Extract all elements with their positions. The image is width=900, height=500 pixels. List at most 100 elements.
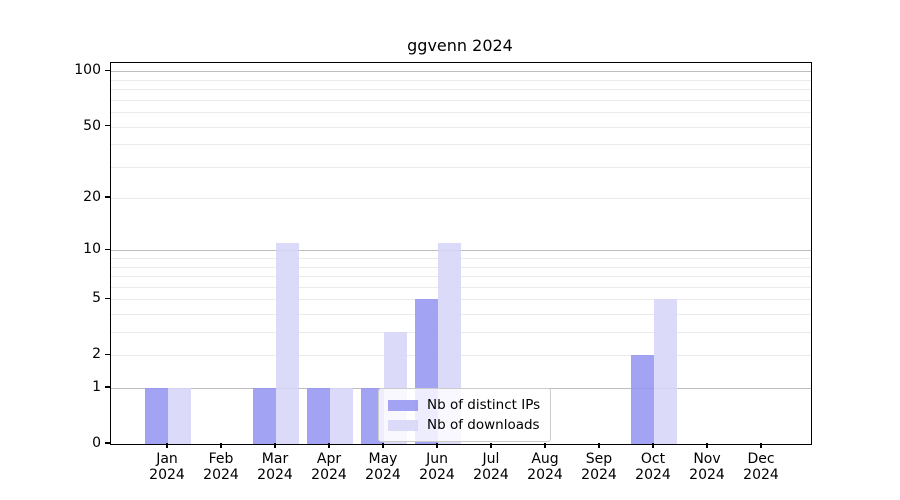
legend-swatch-distinct-ips-icon [388, 399, 418, 411]
x-axis-label-year: 2024 [581, 467, 617, 483]
gridline-minor-3 [111, 332, 811, 334]
x-axis-label-year: 2024 [473, 467, 509, 483]
legend-item-downloads: Nb of downloads [388, 415, 540, 435]
legend: Nb of distinct IPs Nb of downloads [378, 388, 552, 442]
legend-label-distinct-ips: Nb of distinct IPs [427, 397, 541, 413]
gridline-minor-5 [111, 299, 811, 301]
x-axis-label-year: 2024 [743, 467, 779, 483]
gridline-minor-4 [111, 314, 811, 316]
y-axis-tick-label-1: 1 [92, 379, 101, 396]
x-tick-mark-mar [274, 443, 276, 448]
gridline-minor-90 [111, 79, 811, 81]
x-axis-label-year: 2024 [149, 467, 185, 483]
gridline-minor-30 [111, 166, 811, 168]
x-axis-label-jul: Jul 2024 [459, 451, 523, 483]
x-tick-mark-sep [598, 443, 600, 448]
x-axis-label-month: Oct [640, 451, 666, 467]
y-tick-mark-1 [105, 386, 110, 388]
bar-downloads-mar [276, 243, 299, 444]
bar-ips-oct [631, 355, 654, 444]
gridline-major-10 [111, 250, 811, 252]
gridline-minor-40 [111, 144, 811, 146]
y-axis-tick-label-20: 20 [83, 189, 101, 206]
x-axis-label-year: 2024 [311, 467, 347, 483]
x-axis-label-aug: Aug 2024 [513, 451, 577, 483]
x-axis-label-month: Sep [585, 451, 613, 467]
gridline-minor-6 [111, 286, 811, 288]
bar-ips-apr [307, 388, 330, 444]
x-tick-mark-jul [490, 443, 492, 448]
x-axis-label-sep: Sep 2024 [567, 451, 631, 483]
legend-label-downloads: Nb of downloads [427, 417, 540, 433]
bar-downloads-apr [330, 388, 353, 444]
x-tick-mark-jun [436, 443, 438, 448]
y-axis-tick-label-5: 5 [92, 290, 101, 307]
y-tick-mark-10 [105, 248, 110, 251]
plot-area [110, 62, 812, 445]
bar-downloads-oct [654, 299, 677, 444]
x-axis-label-jun: Jun 2024 [405, 451, 469, 483]
x-axis-label-year: 2024 [203, 467, 239, 483]
x-tick-mark-feb [220, 443, 222, 448]
x-axis-label-year: 2024 [689, 467, 725, 483]
gridline-minor-60 [111, 112, 811, 114]
bar-downloads-jan [168, 388, 191, 444]
x-axis-label-dec: Dec 2024 [729, 451, 793, 483]
y-tick-mark-50 [105, 124, 110, 127]
x-axis-label-month: Jun [426, 451, 448, 467]
gridline-major-100 [111, 71, 811, 73]
y-axis-tick-label-10: 10 [83, 241, 101, 258]
x-tick-mark-nov [706, 443, 708, 448]
x-tick-mark-apr [328, 443, 330, 448]
gridline-minor-20 [111, 198, 811, 200]
gridline-minor-50 [111, 126, 811, 128]
gridline-minor-9 [111, 258, 811, 260]
x-axis-label-feb: Feb 2024 [189, 451, 253, 483]
chart-title: ggvenn 2024 [407, 36, 513, 55]
x-tick-mark-dec [760, 443, 762, 448]
bar-ips-jan [145, 388, 168, 444]
bar-ips-mar [253, 388, 276, 444]
y-axis-tick-label-0: 0 [92, 435, 101, 451]
y-axis-tick-label-2: 2 [92, 346, 101, 363]
y-tick-mark-100 [105, 69, 110, 72]
x-axis-label-month: Dec [747, 451, 775, 467]
y-axis-tick-label-50: 50 [83, 117, 101, 134]
x-axis-label-jan: Jan 2024 [135, 451, 199, 483]
x-axis-label-year: 2024 [527, 467, 563, 483]
x-tick-mark-jan [166, 443, 168, 448]
x-axis-label-year: 2024 [419, 467, 455, 483]
x-tick-mark-may [382, 443, 384, 448]
x-axis-label-month: Jan [156, 451, 178, 467]
x-axis-label-year: 2024 [635, 467, 671, 483]
gridline-minor-80 [111, 89, 811, 91]
x-axis-label-month: May [368, 451, 398, 467]
y-tick-mark-0 [105, 442, 110, 444]
x-axis-label-month: Apr [316, 451, 342, 467]
legend-item-distinct-ips: Nb of distinct IPs [388, 395, 540, 415]
x-axis-label-nov: Nov 2024 [675, 451, 739, 483]
x-tick-mark-aug [544, 443, 546, 448]
x-axis-label-mar: Mar 2024 [243, 451, 307, 483]
gridline-minor-70 [111, 99, 811, 101]
y-tick-mark-5 [105, 297, 110, 300]
x-axis-label-month: Nov [693, 451, 721, 467]
x-axis-label-apr: Apr 2024 [297, 451, 361, 483]
x-axis-label-year: 2024 [257, 467, 293, 483]
y-tick-mark-2 [105, 353, 110, 356]
x-axis-label-month: Feb [208, 451, 234, 467]
x-axis-label-year: 2024 [365, 467, 401, 483]
x-axis-label-month: Aug [531, 451, 559, 467]
y-tick-mark-20 [105, 196, 110, 198]
x-axis-label-oct: Oct 2024 [621, 451, 685, 483]
x-axis-label-month: Mar [261, 451, 289, 467]
x-axis-label-may: May 2024 [351, 451, 415, 483]
gridline-minor-7 [111, 276, 811, 278]
x-axis-label-month: Jul [482, 451, 500, 467]
y-axis-tick-label-100: 100 [74, 62, 101, 79]
gridline-minor-8 [111, 266, 811, 268]
gridline-minor-2 [111, 355, 811, 357]
x-tick-mark-oct [652, 443, 654, 448]
legend-swatch-downloads-icon [388, 419, 418, 431]
